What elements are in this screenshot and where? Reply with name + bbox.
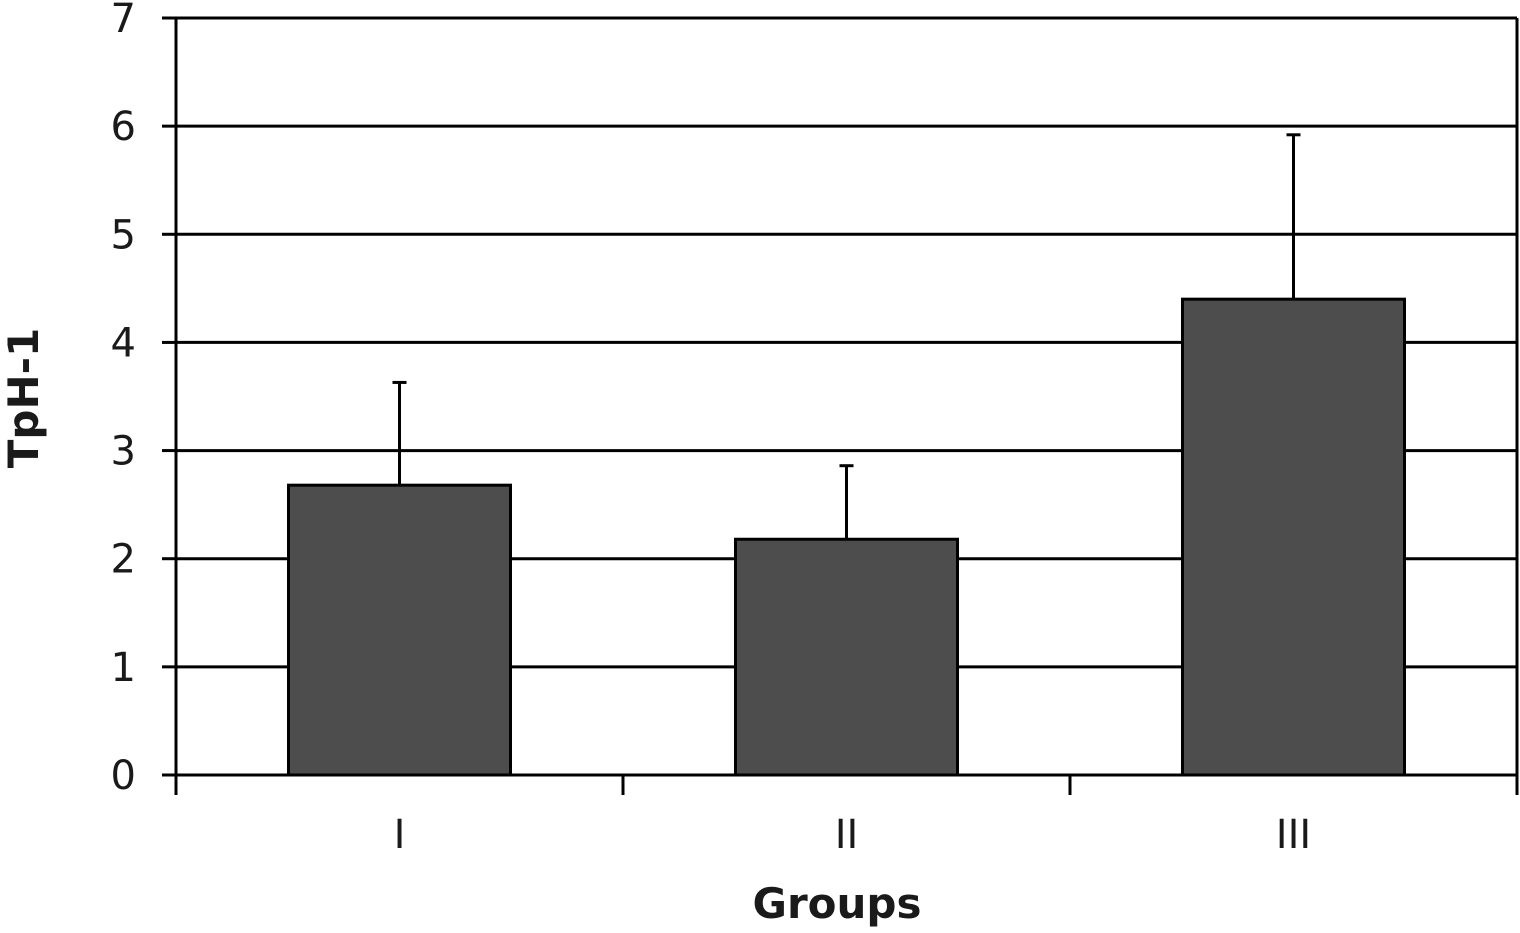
axes (162, 16, 1519, 795)
x-tick-labels: I II III (394, 812, 1312, 858)
y-tick-label: 7 (111, 0, 136, 42)
y-tick-label: 1 (111, 645, 136, 691)
x-tick-label: I (394, 812, 406, 858)
y-tick-label: 3 (111, 429, 136, 475)
x-tick-label: III (1276, 812, 1311, 858)
y-tick-labels: 0 1 2 3 4 5 6 7 (111, 0, 136, 799)
error-bars (392, 133, 1301, 540)
bar (287, 483, 512, 777)
y-tick-label: 6 (111, 104, 136, 150)
bar (734, 537, 959, 777)
x-axis-label: Groups (752, 879, 921, 928)
y-axis-label: TpH-1 (0, 328, 48, 469)
y-tick-label: 4 (111, 320, 136, 366)
y-tick-label: 5 (111, 212, 136, 258)
bar (1181, 297, 1406, 777)
x-tick-label: II (835, 812, 859, 858)
y-tick-label: 0 (111, 753, 136, 799)
y-tick-label: 2 (111, 537, 136, 583)
